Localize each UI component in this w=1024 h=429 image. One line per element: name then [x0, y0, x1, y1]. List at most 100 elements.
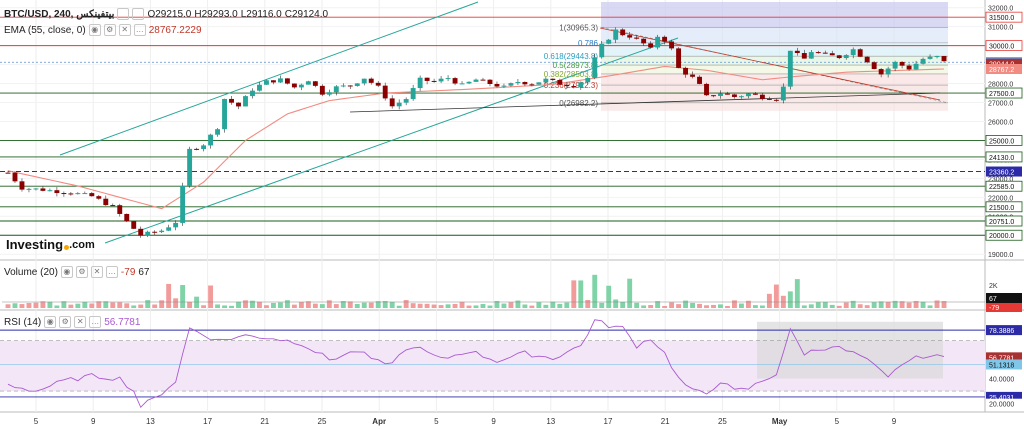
candle-body [683, 67, 689, 75]
close-icon[interactable]: ✕ [74, 316, 87, 328]
candle-body [829, 53, 835, 56]
volume-bar [319, 304, 325, 308]
more-icon[interactable]: … [133, 24, 146, 36]
volume-value: 67 [138, 266, 150, 278]
volume-bar [759, 305, 765, 308]
candle-body [529, 84, 535, 86]
y-tick-label: 32000.0 [988, 6, 1013, 13]
candle-body [54, 190, 60, 194]
x-tick-label: 25 [318, 417, 327, 426]
ohlc-high: H29293.0 [194, 8, 238, 20]
x-tick-label: 25 [718, 417, 727, 426]
candle-body [319, 85, 325, 95]
candle-body [732, 94, 737, 97]
rsi-label-box [986, 373, 1022, 384]
settings-icon[interactable]: ⚙ [75, 266, 88, 278]
volume-bar [61, 301, 67, 308]
candle-body [445, 78, 451, 80]
candle-body [599, 43, 605, 58]
rsi-value: 56.7781 [104, 316, 141, 328]
rsi-highlight-box [757, 321, 943, 379]
more-icon[interactable]: … [89, 316, 102, 328]
candle-body [333, 86, 339, 93]
candle-body [75, 193, 81, 195]
x-tick-label: 5 [434, 417, 439, 426]
x-tick-label: May [772, 417, 788, 426]
rsi-label: 40.0000 [989, 376, 1014, 383]
candle-body [382, 85, 388, 99]
candle-body [396, 102, 402, 107]
candle-body [920, 58, 926, 64]
ema-value: 28767.2229 [148, 24, 202, 36]
candle-body [152, 231, 158, 233]
volume-bar [473, 305, 479, 308]
volume-label-box [986, 293, 1022, 303]
volume-bar [878, 301, 884, 308]
fib-level-label: 0.618(29443.8) [544, 52, 599, 61]
eye-icon[interactable]: ◉ [60, 266, 73, 278]
candle-body [187, 148, 193, 186]
volume-bar [96, 301, 102, 308]
settings-icon[interactable]: ⚙ [103, 24, 116, 36]
candle-body [787, 50, 793, 87]
candle-body [291, 83, 297, 88]
volume-bar [236, 301, 241, 308]
candle-body [648, 43, 654, 48]
volume-bar [648, 305, 654, 308]
volume-bar [291, 304, 297, 308]
candle-body [473, 79, 479, 82]
candle-body [941, 56, 947, 62]
volume-bar [375, 301, 381, 308]
candle-body [822, 52, 828, 54]
volume-bar [117, 302, 123, 308]
candle-body [47, 190, 53, 192]
close-icon[interactable]: ✕ [118, 24, 131, 36]
more-icon[interactable]: … [105, 266, 118, 278]
eye-icon[interactable]: ◉ [44, 316, 57, 328]
volume-bar [312, 303, 318, 308]
toggle-box[interactable] [117, 8, 130, 20]
fib-level-label: 0.5(28973.8) [553, 61, 599, 70]
volume-bar [5, 304, 11, 308]
volume-bar [536, 302, 542, 308]
candle-body [305, 81, 311, 85]
eye-icon[interactable]: ◉ [88, 24, 101, 36]
candle-body [613, 29, 619, 40]
candle-body [634, 37, 640, 39]
candle-body [361, 78, 367, 84]
volume-bar [152, 304, 158, 308]
volume-bar [941, 301, 947, 308]
volume-bar [410, 303, 416, 308]
volume-bar [40, 301, 46, 308]
close-icon[interactable]: ✕ [90, 266, 103, 278]
candle-body [452, 78, 458, 84]
fib-zone [601, 2, 948, 28]
candle-body [131, 221, 137, 229]
volume-bar [354, 303, 360, 308]
volume-bar [620, 301, 626, 308]
candle-body [592, 57, 598, 78]
volume-bar [864, 305, 870, 308]
candle-body [19, 181, 25, 190]
toggle-box[interactable] [132, 8, 145, 20]
candle-body [564, 84, 570, 87]
volume-bar [711, 304, 716, 308]
candle-body [606, 39, 612, 44]
rsi-label: 25.4031 [989, 395, 1014, 402]
price-label-box [986, 166, 1022, 177]
settings-icon[interactable]: ⚙ [59, 316, 72, 328]
x-tick-label: 13 [146, 417, 155, 426]
x-tick-label: 9 [491, 417, 496, 426]
volume-bar [857, 304, 863, 308]
volume-bar [592, 274, 598, 308]
ohlc-close: C29124.0 [284, 8, 329, 20]
candle-body [466, 81, 472, 84]
candle-body [173, 222, 179, 228]
candle-body [627, 35, 633, 38]
volume-bar [766, 293, 772, 308]
volume-bar [340, 301, 346, 308]
candle-body [745, 93, 751, 97]
x-tick-label: 5 [34, 417, 39, 426]
candle-body [389, 98, 395, 107]
trend-line [349, 92, 941, 113]
